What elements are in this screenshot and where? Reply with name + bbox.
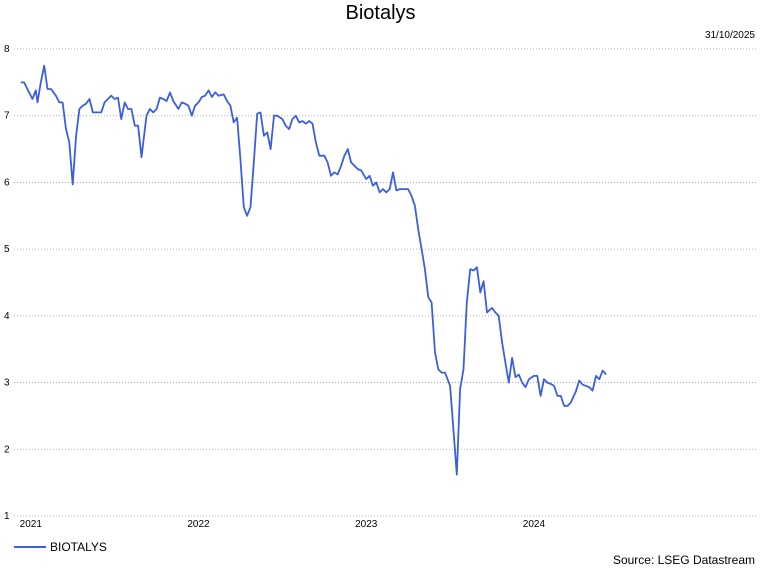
x-tick-label-2023: 2023 (355, 519, 378, 530)
legend: BIOTALYS (14, 540, 107, 554)
y-tick-label-4: 4 (4, 311, 10, 322)
grid-lines (14, 48, 757, 517)
y-tick-label-5: 5 (4, 244, 10, 255)
y-tick-label-8: 8 (4, 44, 10, 55)
x-axis-labels: 2021 2022 2023 2024 (20, 519, 546, 530)
x-tick-label-2022: 2022 (187, 519, 210, 530)
y-tick-label-3: 3 (4, 378, 10, 389)
series-line-biotalys (20, 64, 607, 476)
chart-title: Biotalys (345, 2, 416, 24)
y-tick-label-6: 6 (4, 177, 10, 188)
y-tick-label-2: 2 (4, 444, 10, 455)
y-tick-label-1: 1 (4, 511, 10, 522)
y-tick-label-7: 7 (4, 111, 10, 122)
x-tick-label-2021: 2021 (20, 519, 43, 530)
source-note: Source: LSEG Datastream (612, 553, 755, 567)
y-axis-labels: 1 2 3 4 5 6 7 8 (4, 44, 10, 522)
chart-date: 31/10/2025 (704, 30, 755, 41)
x-tick-label-2024: 2024 (523, 519, 546, 530)
legend-label: BIOTALYS (50, 540, 107, 554)
legend-swatch (14, 546, 46, 548)
